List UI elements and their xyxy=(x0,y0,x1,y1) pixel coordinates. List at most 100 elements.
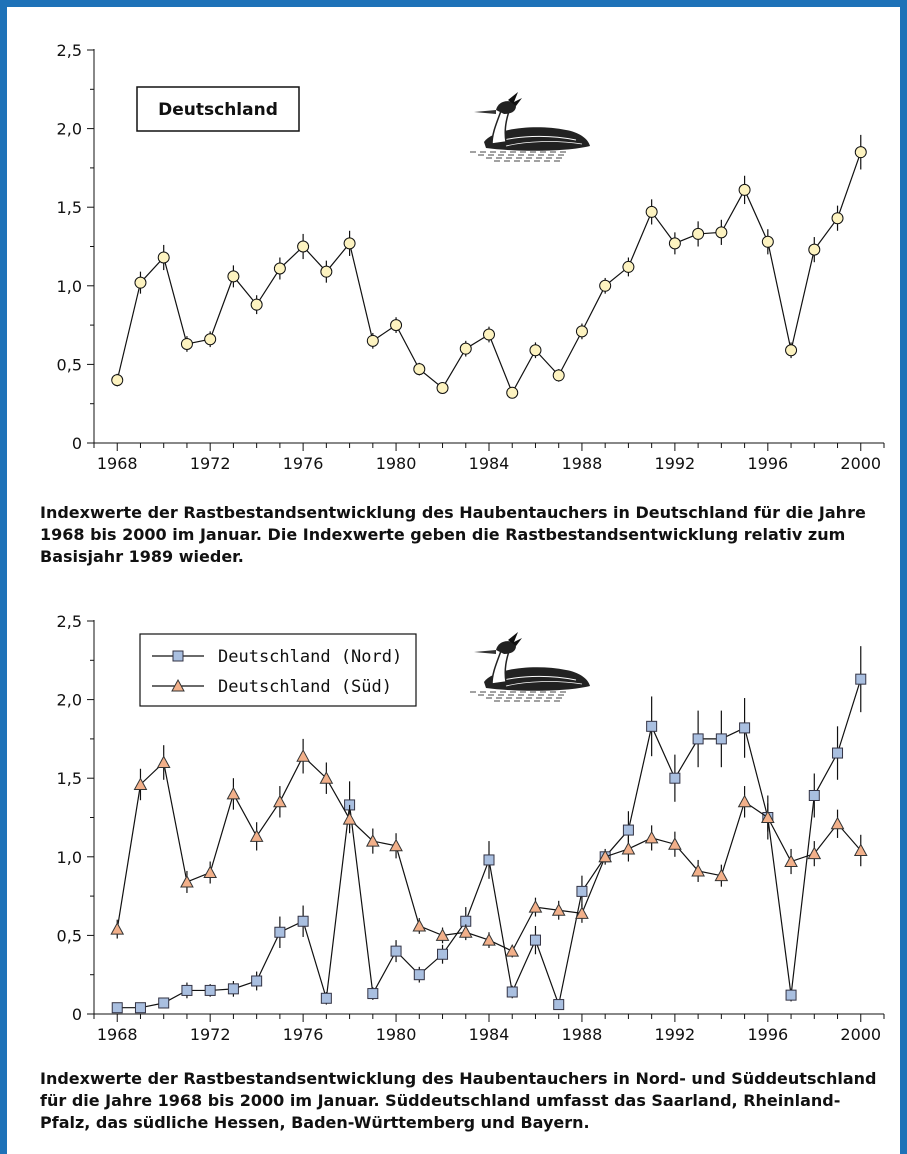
data-point xyxy=(575,906,589,919)
data-point xyxy=(435,928,450,941)
x-tick-label: 1988 xyxy=(562,1025,603,1044)
data-point xyxy=(715,733,727,745)
data-point xyxy=(760,810,775,823)
data-point xyxy=(156,755,171,768)
y-tick-label: 2,5 xyxy=(57,612,82,631)
grebe-beak xyxy=(474,650,496,654)
data-point xyxy=(319,771,334,784)
data-point xyxy=(714,868,729,882)
great-crested-grebe-icon xyxy=(470,632,590,702)
data-point xyxy=(482,933,496,946)
data-point xyxy=(134,276,147,289)
x-tick-label: 2000 xyxy=(840,454,881,473)
data-point xyxy=(251,975,263,987)
data-point xyxy=(459,342,472,355)
grebe-crest xyxy=(508,632,522,646)
data-point xyxy=(668,837,682,850)
data-point xyxy=(832,747,844,759)
data-point xyxy=(622,260,635,273)
y-tick-label: 1,0 xyxy=(57,848,82,867)
data-point xyxy=(203,865,218,879)
data-point xyxy=(181,984,193,996)
data-point xyxy=(738,183,751,196)
data-point xyxy=(807,846,822,860)
data-point xyxy=(668,237,681,250)
data-point xyxy=(412,918,427,932)
data-point xyxy=(343,237,356,250)
data-point xyxy=(737,794,752,808)
x-tick-label: 1976 xyxy=(283,454,324,473)
data-point xyxy=(367,988,379,1000)
data-point xyxy=(692,227,705,240)
chart-title-box xyxy=(136,86,300,132)
data-point xyxy=(296,749,310,762)
data-point xyxy=(808,789,820,801)
data-point xyxy=(505,944,520,957)
y-tick-label: 0,5 xyxy=(57,926,82,945)
data-point xyxy=(621,841,636,855)
data-point xyxy=(739,722,751,734)
y-tick-label: 0 xyxy=(72,1005,82,1024)
data-point xyxy=(575,325,588,338)
data-point xyxy=(320,992,332,1004)
x-tick-label: 1984 xyxy=(469,454,510,473)
data-point xyxy=(133,777,148,790)
x-tick-label: 1996 xyxy=(747,454,788,473)
data-point xyxy=(458,925,473,938)
chart-deutschland: 0 0,5 1,0 1,5 2,0 2,5 1968 1972 1976 1980 1984 1988… xyxy=(57,41,885,473)
data-point xyxy=(761,235,774,248)
data-point xyxy=(413,969,425,981)
legend-label: Deutschland (Nord) xyxy=(218,647,402,667)
data-point xyxy=(204,984,216,996)
data-point xyxy=(134,1002,146,1014)
y-tick-label: 2,5 xyxy=(57,41,82,60)
data-point xyxy=(436,381,449,394)
data-point xyxy=(366,334,379,347)
legend-marker xyxy=(172,650,184,662)
y-tick-label: 0,5 xyxy=(57,355,82,374)
data-point xyxy=(227,983,239,995)
data-point xyxy=(297,240,310,253)
x-tick-label: 1968 xyxy=(97,454,138,473)
data-point xyxy=(855,673,867,685)
data-point xyxy=(273,262,286,275)
data-point xyxy=(158,997,170,1009)
data-point xyxy=(483,328,495,341)
data-point xyxy=(784,854,798,868)
x-tick-label: 1992 xyxy=(655,1025,696,1044)
data-point xyxy=(646,720,658,732)
data-point xyxy=(390,319,403,332)
caption-bottom: Indexwerte der Rastbestandsentwicklung d… xyxy=(40,1069,877,1132)
x-tick-label: 1968 xyxy=(97,1025,138,1044)
x-tick-label: 1980 xyxy=(376,454,417,473)
data-point xyxy=(785,989,797,1001)
data-point xyxy=(831,212,844,225)
grebe-feather-line xyxy=(505,681,583,687)
data-point xyxy=(273,794,287,808)
chart-title: Deutschland xyxy=(158,100,278,120)
data-point xyxy=(157,251,170,264)
grebe-head xyxy=(496,641,516,654)
data-point xyxy=(808,243,821,256)
x-tick-label: 1996 xyxy=(747,1025,788,1044)
legend xyxy=(139,633,417,707)
great-crested-grebe-icon xyxy=(470,92,590,162)
data-point xyxy=(691,863,705,877)
data-point xyxy=(528,900,543,913)
data-point xyxy=(529,344,542,357)
data-point xyxy=(854,146,867,159)
data-point xyxy=(622,824,634,836)
grebe-beak xyxy=(474,110,496,114)
grebe-feather-line xyxy=(505,141,583,147)
x-tick-label: 1980 xyxy=(376,1025,417,1044)
data-point xyxy=(320,265,333,278)
data-point xyxy=(342,812,357,825)
data-point xyxy=(598,849,613,863)
data-point xyxy=(249,829,264,842)
x-tick-label: 2000 xyxy=(840,1025,881,1044)
x-tick-label: 1972 xyxy=(190,1025,231,1044)
data-point xyxy=(506,986,518,998)
data-point xyxy=(853,843,868,857)
x-tick-label: 1992 xyxy=(655,454,696,473)
data-point xyxy=(529,934,541,946)
